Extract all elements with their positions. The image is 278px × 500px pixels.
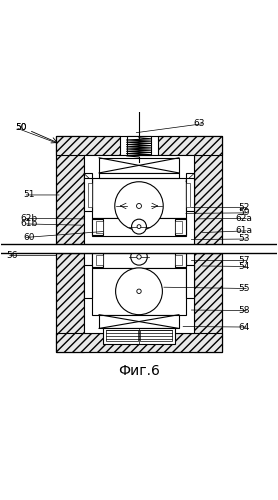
- Bar: [103, 328, 175, 344]
- Circle shape: [136, 204, 142, 208]
- Text: 58: 58: [238, 306, 249, 315]
- Bar: [84, 265, 92, 298]
- Bar: [140, 330, 172, 341]
- Bar: [186, 174, 194, 200]
- Text: 59: 59: [238, 208, 249, 218]
- Bar: [99, 314, 179, 328]
- Bar: [186, 265, 194, 298]
- Bar: [175, 255, 182, 266]
- Text: 54: 54: [238, 262, 249, 271]
- Text: 50: 50: [15, 123, 26, 132]
- Bar: [175, 254, 186, 268]
- Text: 63: 63: [194, 119, 205, 128]
- Bar: [99, 173, 179, 178]
- Bar: [84, 155, 194, 246]
- Text: 51: 51: [23, 190, 35, 200]
- Text: 55: 55: [238, 284, 249, 293]
- Text: 60: 60: [23, 233, 35, 242]
- Text: 64: 64: [238, 322, 249, 332]
- Circle shape: [137, 224, 141, 228]
- Text: 57: 57: [238, 256, 249, 265]
- Text: 62b: 62b: [20, 214, 38, 223]
- Bar: [56, 136, 120, 155]
- Bar: [126, 136, 152, 155]
- Bar: [186, 182, 190, 208]
- Bar: [88, 182, 92, 208]
- Bar: [84, 178, 92, 212]
- Bar: [175, 221, 182, 234]
- Circle shape: [137, 289, 141, 294]
- Text: 52: 52: [238, 203, 249, 212]
- Bar: [56, 253, 84, 352]
- Bar: [92, 253, 186, 268]
- Bar: [175, 219, 186, 236]
- Bar: [56, 253, 222, 352]
- Bar: [96, 255, 103, 266]
- Bar: [92, 268, 186, 314]
- Text: 50: 50: [15, 123, 26, 132]
- Text: 56: 56: [7, 251, 18, 260]
- Bar: [96, 221, 103, 234]
- Text: 53: 53: [238, 234, 249, 244]
- Bar: [92, 219, 103, 236]
- Text: 62a: 62a: [235, 214, 252, 223]
- Bar: [186, 178, 194, 212]
- Bar: [56, 136, 84, 246]
- Circle shape: [131, 219, 147, 234]
- Circle shape: [137, 254, 141, 259]
- Bar: [1, 244, 277, 253]
- Circle shape: [115, 182, 163, 230]
- Bar: [106, 330, 138, 341]
- Bar: [99, 158, 179, 173]
- Circle shape: [131, 248, 147, 265]
- Text: 61a: 61a: [235, 226, 252, 235]
- Bar: [84, 253, 194, 332]
- Bar: [92, 218, 186, 236]
- Bar: [194, 253, 222, 352]
- Bar: [56, 136, 222, 246]
- Bar: [56, 332, 222, 352]
- Bar: [158, 136, 222, 155]
- Circle shape: [116, 268, 162, 314]
- Bar: [194, 136, 222, 246]
- Bar: [92, 254, 103, 268]
- Bar: [84, 174, 92, 200]
- Text: Фиг.6: Фиг.6: [118, 364, 160, 378]
- Bar: [92, 178, 186, 218]
- Text: 61b: 61b: [20, 220, 38, 228]
